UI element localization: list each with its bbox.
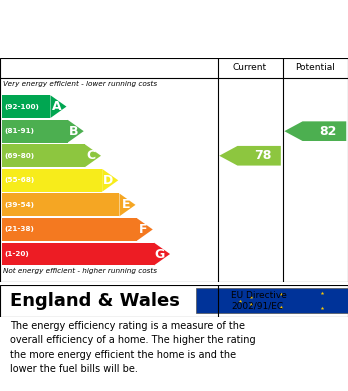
Text: (1-20): (1-20) [4, 251, 29, 257]
Text: A: A [52, 100, 61, 113]
Bar [2, 144, 85, 167]
Text: England & Wales: England & Wales [10, 292, 180, 310]
Polygon shape [119, 194, 135, 216]
Bar [2, 120, 68, 143]
Text: C: C [87, 149, 96, 162]
Polygon shape [102, 169, 118, 192]
Polygon shape [68, 120, 84, 143]
Text: Not energy efficient - higher running costs: Not energy efficient - higher running co… [3, 268, 158, 274]
Text: 78: 78 [254, 149, 271, 162]
Polygon shape [137, 218, 153, 241]
Polygon shape [50, 95, 66, 118]
Polygon shape [154, 243, 170, 265]
Polygon shape [219, 146, 281, 165]
Text: EU Directive: EU Directive [231, 291, 287, 300]
Text: E: E [122, 198, 130, 212]
Text: Current: Current [233, 63, 267, 72]
Text: D: D [103, 174, 113, 187]
Text: (69-80): (69-80) [4, 153, 34, 159]
Text: 82: 82 [319, 125, 337, 138]
Text: Potential: Potential [295, 63, 335, 72]
Text: Very energy efficient - lower running costs: Very energy efficient - lower running co… [3, 81, 158, 87]
Bar [196, 289, 348, 313]
Bar [2, 218, 137, 241]
Text: (55-68): (55-68) [4, 177, 34, 183]
Text: 2002/91/EC: 2002/91/EC [231, 302, 284, 311]
Text: (81-91): (81-91) [4, 128, 34, 134]
Text: The energy efficiency rating is a measure of the
overall efficiency of a home. T: The energy efficiency rating is a measur… [10, 321, 256, 374]
Text: G: G [155, 248, 165, 260]
Text: B: B [69, 125, 79, 138]
Text: F: F [139, 223, 148, 236]
Text: (21-38): (21-38) [4, 226, 34, 233]
Text: Energy Efficiency Rating: Energy Efficiency Rating [69, 20, 279, 34]
Text: (39-54): (39-54) [4, 202, 34, 208]
Bar [2, 169, 102, 192]
Bar [2, 243, 154, 265]
Text: (92-100): (92-100) [4, 104, 39, 109]
Polygon shape [85, 144, 101, 167]
Polygon shape [284, 121, 346, 141]
Bar [2, 194, 119, 216]
Bar [2, 95, 50, 118]
